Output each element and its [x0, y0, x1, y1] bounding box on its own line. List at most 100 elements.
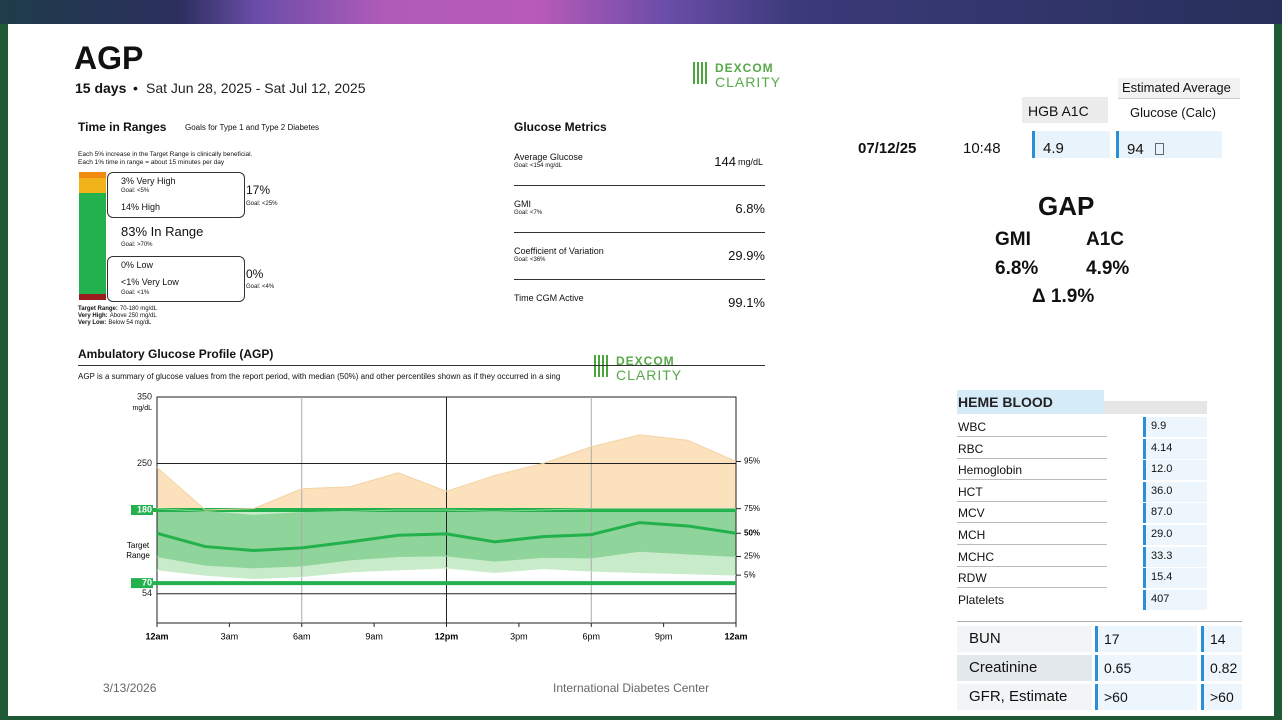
- value-cell: [1143, 568, 1207, 589]
- row-line: [957, 479, 1107, 481]
- y-tick-label: 70: [142, 577, 152, 587]
- bar-low: [79, 294, 106, 300]
- logo-icon: [693, 62, 707, 84]
- delta: Δ 1.9%: [1032, 286, 1095, 307]
- section-title: HEME BLOOD: [958, 394, 1053, 410]
- value-cell: [1116, 131, 1222, 158]
- test-value: 17: [1104, 631, 1120, 647]
- metric-value: 29.9%: [728, 248, 765, 263]
- percentile-label: 5%: [744, 570, 756, 579]
- doc-icon: [1155, 143, 1164, 155]
- separator: •: [133, 80, 138, 96]
- goal: Goal: <25%: [246, 201, 278, 207]
- label: <1% Very Low: [121, 277, 179, 287]
- definition-term: Very High:: [78, 313, 108, 319]
- value-cell: [1201, 626, 1242, 652]
- y-tick-label: 350: [137, 391, 152, 401]
- label: 0% Low: [121, 260, 154, 270]
- value-cell: [1143, 438, 1207, 459]
- label: 83% In Range: [121, 224, 204, 239]
- goal: Goal: <5%: [121, 188, 150, 194]
- test-name: WBC: [958, 420, 986, 434]
- eag-rule: [1118, 98, 1240, 99]
- test-value: 4.14: [1151, 441, 1173, 454]
- label: 3% Very High: [121, 176, 176, 186]
- test-name: MCH: [958, 528, 986, 542]
- footer-date: 3/13/2026: [103, 681, 157, 695]
- test-value: >60: [1104, 689, 1128, 705]
- y-unit: mg/dL: [133, 405, 153, 412]
- percentile-line: [156, 434, 737, 511]
- metric-label: Time CGM Active: [514, 293, 584, 303]
- time: 10:48: [963, 140, 1001, 157]
- total: 0%: [246, 267, 264, 281]
- row-line: [957, 457, 1107, 459]
- header: Estimated Average: [1122, 80, 1231, 95]
- section-title: Time in Ranges: [78, 120, 167, 134]
- note: Each 5% increase in the Target Range is …: [78, 151, 253, 158]
- test-value: 15.4: [1151, 571, 1173, 584]
- header: HGB A1C: [1028, 103, 1089, 119]
- test-value: 29.0: [1151, 528, 1173, 540]
- test-value: >60: [1210, 689, 1234, 705]
- date-range: Sat Jun 28, 2025 - Sat Jul 12, 2025: [146, 80, 366, 96]
- header: Glucose (Calc): [1130, 105, 1216, 120]
- bar-in-range: [79, 193, 106, 294]
- row-line: [957, 500, 1107, 502]
- days: 15 days: [75, 80, 127, 96]
- metric-goal: Goal: <154 mg/dL: [514, 163, 562, 169]
- value-cell: [1143, 460, 1207, 481]
- percentile-label: 95%: [744, 457, 760, 466]
- test-value: 33.3: [1151, 549, 1173, 562]
- name-cell: [957, 655, 1092, 681]
- value-cell: [1143, 546, 1207, 567]
- test-value: 0.82: [1210, 660, 1238, 676]
- value-cell: [1095, 684, 1197, 710]
- test-name: RDW: [958, 571, 987, 586]
- value: 4.9: [1043, 140, 1064, 157]
- percentile-line: [156, 508, 736, 516]
- logo-icon: [594, 355, 608, 377]
- metric-unit: mg/dL: [738, 157, 764, 167]
- label: A1C: [1086, 229, 1125, 250]
- test-name: GFR, Estimate: [969, 689, 1068, 704]
- x-tick-label: 12am: [145, 631, 168, 641]
- row-line: [514, 232, 765, 233]
- high-box: [107, 172, 245, 218]
- date: 07/12/25: [858, 140, 917, 157]
- test-value: 9.9: [1151, 420, 1167, 432]
- gap-title: GAP: [1038, 191, 1095, 221]
- target-tag: [131, 578, 153, 589]
- x-tick-label: 6pm: [582, 631, 600, 641]
- note: Each 1% time in range = about 15 minutes…: [78, 159, 225, 166]
- goal: Goal: <4%: [246, 284, 275, 290]
- row-line: [957, 544, 1107, 545]
- value-cell: [1032, 131, 1110, 158]
- chem-top-rule: [957, 621, 1242, 622]
- percentile-label: 25%: [744, 552, 760, 561]
- x-tick-label: 12pm: [435, 631, 459, 641]
- y-tick-label: 180: [137, 504, 152, 514]
- test-value: 12.0: [1151, 463, 1173, 476]
- goal: Goal: <1%: [121, 290, 150, 296]
- percentile-line: [156, 567, 737, 579]
- test-name: MCV: [958, 506, 985, 521]
- value-cell: [1143, 503, 1207, 524]
- metric-goal: Goal: <7%: [514, 210, 543, 216]
- value: 6.8%: [995, 258, 1039, 279]
- metric-label: Coefficient of Variation: [514, 246, 604, 256]
- y-tick-label: 54: [142, 588, 152, 598]
- value-cell: [1201, 684, 1242, 710]
- test-name: Hemoglobin: [958, 463, 1023, 478]
- x-tick-label: 3pm: [510, 631, 528, 641]
- heme-header-bg: [957, 390, 1104, 414]
- logo-product: CLARITY: [616, 367, 683, 383]
- label: GMI: [995, 229, 1031, 250]
- logo-brand: DEXCOM: [616, 354, 675, 368]
- low-box: [107, 256, 245, 302]
- row-line: [957, 565, 1107, 567]
- hgb-header-bg: [1022, 97, 1108, 123]
- section-title: Glucose Metrics: [514, 120, 607, 134]
- footer-organization: International Diabetes Center: [553, 681, 710, 695]
